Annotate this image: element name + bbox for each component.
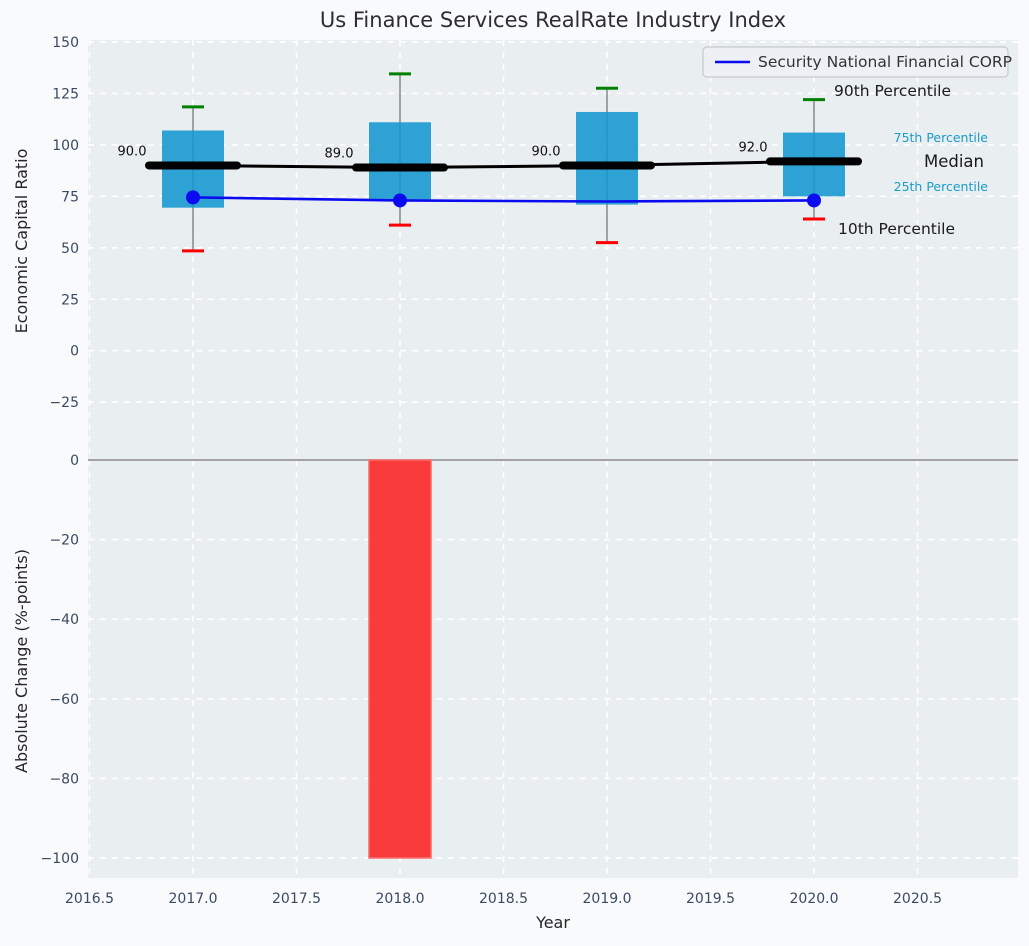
median-connector-line bbox=[192, 159, 815, 170]
bottom-y-tick-label: −80 bbox=[49, 771, 79, 787]
median-value-label: 89.0 bbox=[325, 147, 354, 162]
top-y-tick-label: 125 bbox=[52, 86, 79, 102]
median-value-label: 90.0 bbox=[118, 144, 147, 159]
bottom-axes-background bbox=[88, 443, 1018, 878]
bottom-y-tick-label: −60 bbox=[49, 692, 79, 708]
company-marker-2020 bbox=[807, 193, 821, 208]
legend-label: Security National Financial CORP bbox=[758, 53, 1012, 71]
top-axes-background bbox=[88, 40, 1018, 443]
company-marker-2018 bbox=[393, 193, 407, 208]
top-y-tick-label: 150 bbox=[52, 35, 79, 51]
x-tick-label: 2018.0 bbox=[376, 891, 425, 907]
chart-title: Us Finance Services RealRate Industry In… bbox=[320, 8, 786, 32]
median-value-label: 92.0 bbox=[739, 140, 768, 155]
top-y-axis-label: Economic Capital Ratio bbox=[12, 149, 31, 334]
x-tick-label: 2019.0 bbox=[583, 891, 632, 907]
x-tick-label: 2020.0 bbox=[790, 891, 839, 907]
top-y-tick-label: −25 bbox=[49, 395, 79, 411]
iqr-box-2019 bbox=[576, 111, 638, 205]
bottom-y-tick-label: 0 bbox=[70, 453, 79, 469]
annotation-25th-percentile: 25th Percentile bbox=[894, 179, 989, 194]
annotation-90th-percentile: 90th Percentile bbox=[834, 82, 951, 100]
iqr-box-2018 bbox=[369, 122, 431, 200]
top-y-tick-label: 50 bbox=[61, 241, 79, 257]
company-line bbox=[192, 196, 815, 203]
x-tick-label: 2017.5 bbox=[272, 891, 321, 907]
x-tick-label: 2020.5 bbox=[893, 891, 942, 907]
bottom-y-tick-label: −100 bbox=[41, 851, 79, 867]
change-bar-2018 bbox=[368, 459, 432, 859]
annotation-10th-percentile: 10th Percentile bbox=[838, 220, 955, 238]
bottom-y-tick-label: −20 bbox=[49, 533, 79, 549]
bottom-y-axis-label: Absolute Change (%-points) bbox=[12, 549, 31, 773]
top-y-tick-label: 75 bbox=[61, 189, 79, 205]
median-value-label: 90.0 bbox=[532, 144, 561, 159]
top-y-tick-label: 25 bbox=[61, 292, 79, 308]
x-tick-label: 2018.5 bbox=[479, 891, 528, 907]
bottom-y-tick-label: −40 bbox=[49, 612, 79, 628]
x-tick-label: 2016.5 bbox=[65, 891, 114, 907]
x-tick-label: 2017.0 bbox=[169, 891, 218, 907]
legend-box bbox=[702, 46, 1009, 78]
x-tick-label: 2019.5 bbox=[686, 891, 735, 907]
top-y-tick-label: 0 bbox=[70, 344, 79, 360]
plot-area: 90.0 89.0 90.0 92.0 150 125 100 75 50 25 0 −25 0 −20 −… bbox=[41, 35, 1018, 907]
company-marker-2017 bbox=[186, 190, 200, 205]
top-y-tick-label: 100 bbox=[52, 138, 79, 154]
legend: Security National Financial CORP bbox=[702, 46, 1012, 78]
annotation-75th-percentile: 75th Percentile bbox=[894, 130, 989, 145]
annotation-median: Median bbox=[924, 152, 984, 171]
x-axis-label: Year bbox=[535, 913, 570, 932]
